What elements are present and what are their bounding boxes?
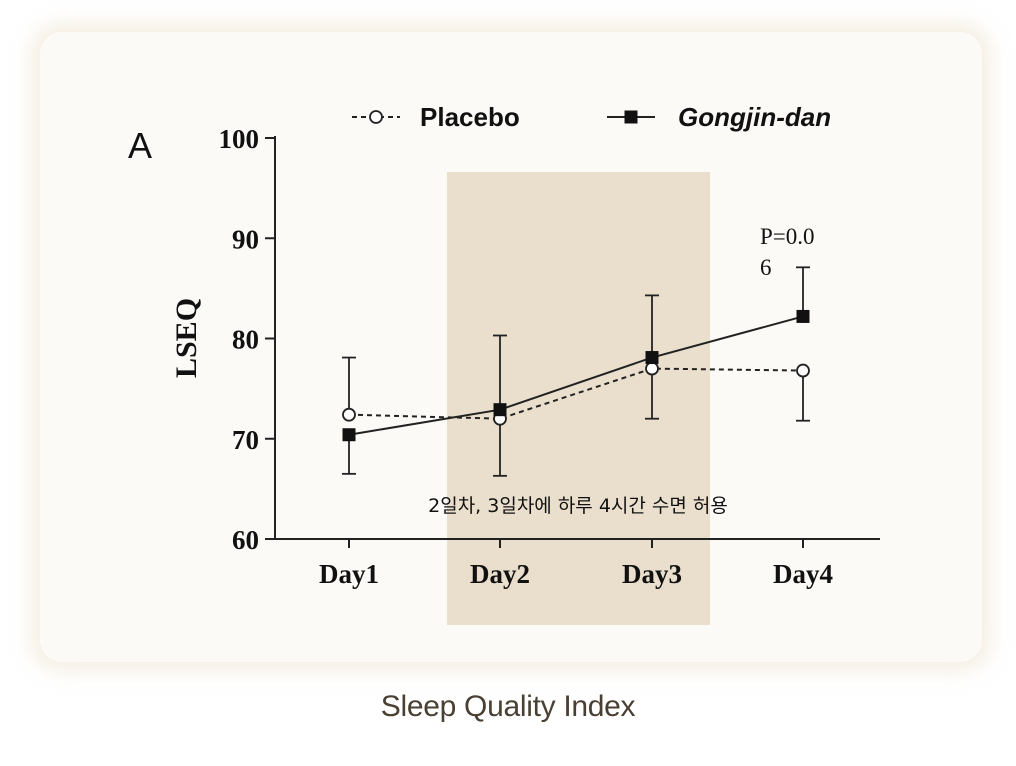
y-tick-label: 100: [219, 124, 260, 154]
series-line-gongjin-dan: [348, 315, 804, 436]
y-tick-label: 80: [232, 325, 259, 355]
legend-item-placebo: Placebo: [352, 102, 520, 132]
legend-marker: [624, 110, 638, 124]
p-value-annotation: P=0.0 6: [760, 224, 815, 280]
y-axis-label: LSEQ: [170, 298, 203, 378]
series-gongjin-dan: [342, 266, 810, 475]
legend: Placebo Gongjin-dan: [352, 102, 831, 132]
x-tick-label-day4: Day4: [773, 559, 833, 589]
axes: 60 70 80 90 100 Day1 Day2 Day3 Day4: [219, 124, 880, 589]
series-placebo: [342, 294, 810, 477]
data-point-placebo: [342, 407, 356, 422]
shaded-region: [447, 172, 710, 625]
x-tick-label-day3: Day3: [622, 559, 682, 589]
x-tick-label-day1: Day1: [319, 559, 379, 589]
data-point-gongjin-dan: [645, 351, 659, 365]
shaded-region-label: 2일차, 3일차에 하루 4시간 수면 허용: [428, 495, 728, 517]
p-value-line: 6: [760, 255, 772, 280]
panel-label: A: [128, 125, 152, 166]
y-tick-label: 70: [232, 425, 259, 455]
data-point-placebo: [796, 363, 810, 378]
chart-caption: Sleep Quality Index: [380, 690, 636, 723]
data-point-gongjin-dan: [796, 309, 810, 323]
legend-marker: [369, 110, 383, 124]
p-value-line: P=0.0: [760, 224, 815, 249]
y-tick-label: 60: [232, 525, 259, 555]
legend-label-placebo: Placebo: [420, 102, 520, 132]
x-tick-label-day2: Day2: [470, 559, 530, 589]
data-point-gongjin-dan: [342, 428, 356, 442]
series-layer: [342, 266, 810, 477]
legend-item-gongjin-dan: Gongjin-dan: [607, 102, 831, 132]
data-point-placebo: [645, 361, 659, 376]
series-line-placebo: [348, 367, 804, 420]
y-tick-label: 90: [232, 224, 259, 254]
legend-label-gongjin-dan: Gongjin-dan: [678, 102, 831, 132]
data-point-gongjin-dan: [493, 403, 507, 417]
